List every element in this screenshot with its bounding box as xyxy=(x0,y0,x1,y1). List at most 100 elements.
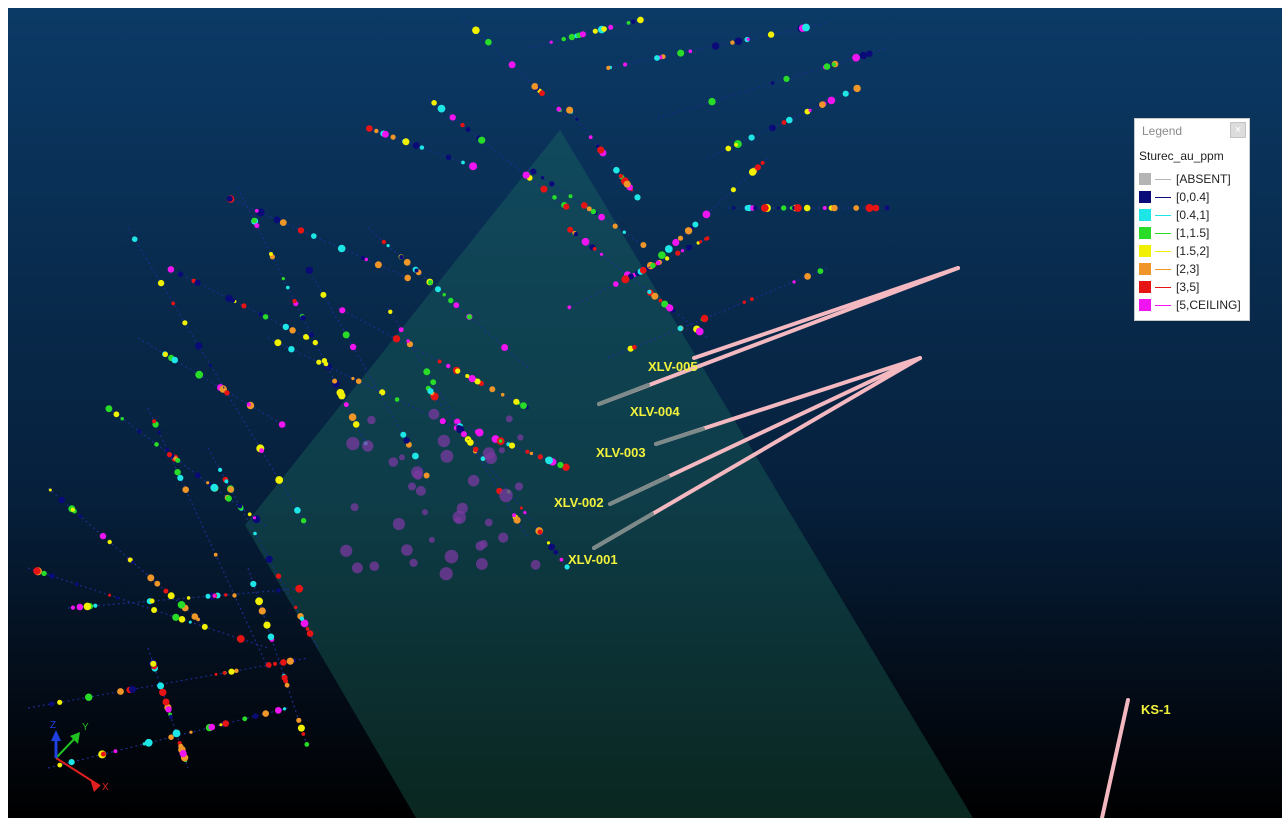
assay-marker xyxy=(618,173,624,179)
drill-trace xyxy=(527,17,649,49)
assay-marker xyxy=(99,532,107,540)
assay-marker xyxy=(49,573,55,579)
assay-marker xyxy=(473,446,479,452)
assay-marker xyxy=(70,507,75,512)
assay-marker xyxy=(154,442,159,447)
assay-marker xyxy=(586,206,592,212)
legend-swatch xyxy=(1139,227,1151,239)
assay-marker xyxy=(804,273,811,280)
assay-marker xyxy=(404,274,412,282)
assay-marker xyxy=(469,162,478,171)
drillhole-label-xlv-002[interactable]: XLV-002 xyxy=(554,495,604,510)
assay-marker xyxy=(564,564,570,570)
assay-marker xyxy=(769,124,776,132)
assay-marker xyxy=(460,122,465,128)
assay-marker xyxy=(131,236,138,242)
assay-marker xyxy=(700,314,709,323)
assay-marker xyxy=(364,257,368,262)
assay-marker xyxy=(162,698,170,706)
assay-marker xyxy=(581,237,590,246)
assay-marker xyxy=(165,447,170,452)
assay-marker xyxy=(866,50,873,57)
assay-marker xyxy=(456,425,465,434)
assay-marker xyxy=(177,474,184,481)
assay-marker xyxy=(552,195,557,200)
assay-marker xyxy=(413,470,423,480)
assay-marker xyxy=(568,33,576,41)
assay-marker xyxy=(523,511,527,515)
legend-swatch xyxy=(1139,209,1151,221)
legend-swatch xyxy=(1139,263,1151,275)
assay-marker xyxy=(803,204,811,212)
assay-marker xyxy=(406,339,410,343)
assay-marker xyxy=(601,26,607,32)
assay-marker xyxy=(178,743,184,749)
drillhole-label-xlv-003[interactable]: XLV-003 xyxy=(596,445,646,460)
assay-marker xyxy=(539,90,545,97)
assay-marker xyxy=(168,714,173,719)
assay-marker xyxy=(105,405,113,413)
drillhole-label-xlv-001[interactable]: XLV-001 xyxy=(568,552,618,567)
assay-marker xyxy=(711,42,720,50)
legend-line xyxy=(1155,250,1171,252)
drillhole-label-xlv-004[interactable]: XLV-004 xyxy=(630,404,680,419)
assay-marker xyxy=(108,593,112,597)
assay-marker xyxy=(210,483,219,492)
assay-marker xyxy=(654,55,660,61)
drillhole-label-xlv-005[interactable]: XLV-005 xyxy=(648,359,698,374)
assay-marker xyxy=(753,205,758,211)
assay-marker xyxy=(563,203,570,210)
planned-drillholes[interactable] xyxy=(592,266,1130,818)
drill-trace xyxy=(337,307,529,409)
assay-marker xyxy=(435,286,441,293)
assay-marker xyxy=(742,300,746,304)
assay-marker xyxy=(445,154,452,160)
drillhole-ks-1-trace[interactable] xyxy=(1100,698,1130,818)
assay-marker xyxy=(760,204,769,212)
assay-marker xyxy=(150,660,157,667)
assay-marker xyxy=(147,574,155,582)
assay-marker xyxy=(131,560,135,564)
drillhole-xlv-004-trace[interactable] xyxy=(597,266,960,406)
assay-marker xyxy=(792,280,796,284)
assay-marker xyxy=(613,166,620,174)
legend-panel[interactable]: Legend × Sturec_au_ppm [ABSENT] [0,0.4] … xyxy=(1134,118,1250,321)
assay-marker xyxy=(224,593,228,597)
assay-marker xyxy=(295,584,304,593)
assay-marker xyxy=(631,19,636,24)
assay-marker xyxy=(485,38,492,46)
assay-marker xyxy=(388,457,399,467)
3d-viewport[interactable]: X Y Z XLV-005 XLV-004 XLV-003 XLV-002 XL… xyxy=(8,8,1282,818)
assay-marker xyxy=(449,114,456,121)
assay-marker xyxy=(872,204,880,212)
assay-marker xyxy=(276,588,281,593)
assay-marker xyxy=(508,61,516,69)
assay-marker xyxy=(627,273,634,280)
assay-marker xyxy=(177,271,184,278)
legend-close-button[interactable]: × xyxy=(1230,122,1246,138)
assay-marker xyxy=(151,607,158,613)
assay-marker xyxy=(500,392,505,397)
assay-marker xyxy=(748,134,755,141)
assay-marker xyxy=(350,503,359,512)
legend-attribute-name: Sturec_au_ppm xyxy=(1139,149,1224,163)
assay-marker xyxy=(188,620,192,624)
assay-marker xyxy=(57,762,63,768)
legend-label: [3,5] xyxy=(1176,280,1200,294)
assay-marker xyxy=(658,298,663,303)
scene-canvas[interactable]: X Y Z xyxy=(8,8,1282,818)
assay-marker xyxy=(484,518,493,527)
drillhole-xlv-002-collar xyxy=(608,475,670,506)
assay-marker xyxy=(182,486,189,494)
assay-marker xyxy=(68,759,75,766)
drillhole-label-ks-1[interactable]: KS-1 xyxy=(1141,702,1171,717)
assay-marker xyxy=(258,607,266,615)
assay-marker xyxy=(162,351,168,357)
assay-marker xyxy=(165,706,172,713)
assay-marker xyxy=(399,454,405,461)
assay-marker xyxy=(590,208,597,215)
drill-trace xyxy=(462,17,569,119)
assay-marker xyxy=(776,206,780,210)
assay-marker xyxy=(754,164,762,171)
assay-marker xyxy=(262,710,269,717)
